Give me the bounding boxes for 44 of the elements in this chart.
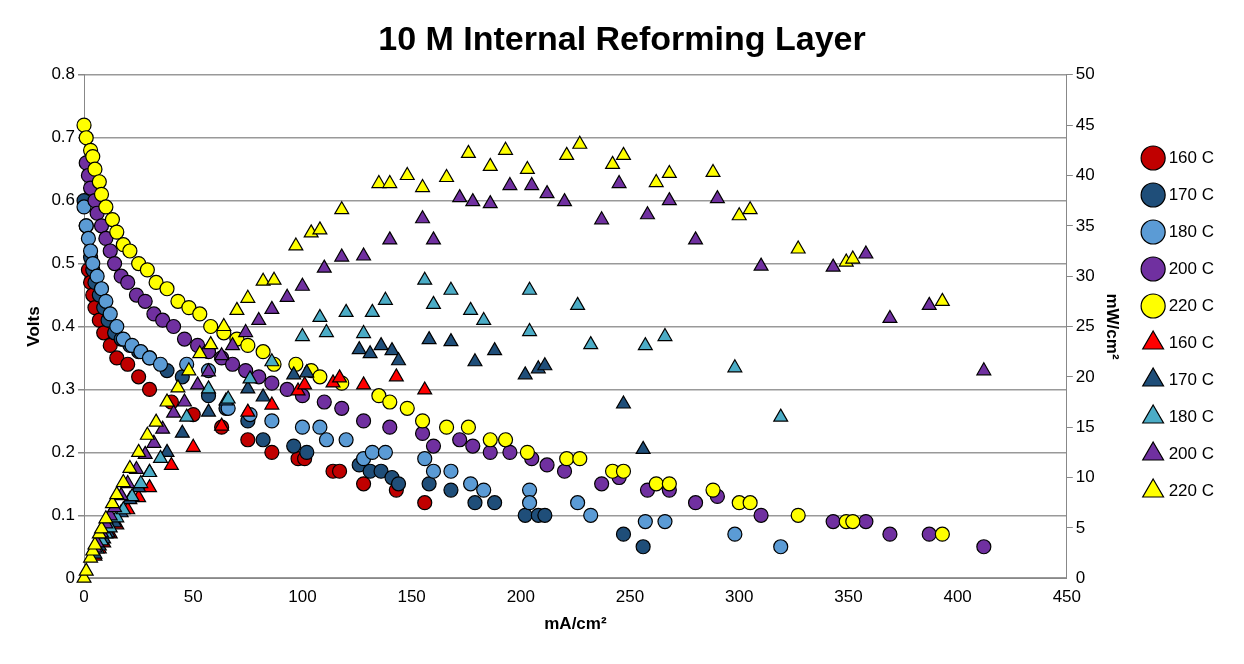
x-tick-label: 50 — [183, 587, 203, 607]
legend-label: 200 C — [1168, 443, 1215, 463]
y-tick-label: 0.4 — [51, 316, 76, 336]
y2-tick-label: 50 — [1075, 64, 1095, 84]
legend-label: 220 C — [1168, 480, 1215, 500]
y2-tick-label: 10 — [1075, 467, 1095, 487]
y-tick-label: 0.6 — [51, 190, 76, 210]
y-tick-label: 0.7 — [51, 127, 76, 147]
x-tick-label: 200 — [506, 587, 536, 607]
legend-label: 180 C — [1168, 406, 1215, 426]
y-tick-label: 0.2 — [51, 442, 76, 462]
y-tick-label: 0.8 — [51, 64, 76, 84]
y-tick-label: 0.5 — [51, 253, 76, 273]
y2-tick-label: 45 — [1075, 114, 1095, 134]
legend-label: 160 C — [1168, 332, 1215, 352]
y2-tick-label: 30 — [1075, 265, 1095, 285]
x-tick-label: 100 — [288, 587, 317, 607]
x-tick-label: 0 — [79, 587, 89, 607]
x-tick-label: 400 — [943, 587, 972, 607]
x-axis-title: mA/cm² — [544, 614, 607, 634]
legend-label: 170 C — [1168, 369, 1215, 389]
x-tick-label: 250 — [615, 587, 645, 607]
legend-label: 170 C — [1168, 184, 1215, 204]
x-tick-label: 300 — [725, 587, 754, 607]
y2-tick-label: 35 — [1075, 215, 1095, 235]
y2-tick-label: 0 — [1075, 567, 1086, 587]
x-tick-label: 150 — [397, 587, 426, 607]
y-tick-label: 0 — [65, 567, 76, 587]
legend-label: 160 C — [1168, 147, 1215, 167]
y2-axis-title: mW/cm² — [1103, 293, 1123, 360]
x-tick-label: 450 — [1052, 587, 1082, 607]
y2-tick-label: 15 — [1075, 416, 1095, 436]
chart-title: 10 M Internal Reforming Layer — [378, 18, 866, 57]
legend-label: 180 C — [1168, 221, 1215, 241]
y-axis-title: Volts — [23, 306, 43, 347]
legend-label: 220 C — [1168, 295, 1215, 315]
y2-tick-label: 40 — [1075, 165, 1095, 185]
y2-tick-label: 20 — [1075, 366, 1095, 386]
x-tick-label: 350 — [834, 587, 863, 607]
y2-tick-label: 5 — [1075, 517, 1086, 537]
y-tick-label: 0.1 — [51, 504, 76, 524]
legend-label: 200 C — [1168, 258, 1215, 278]
y2-tick-label: 25 — [1075, 316, 1095, 336]
y-tick-label: 0.3 — [51, 379, 76, 399]
